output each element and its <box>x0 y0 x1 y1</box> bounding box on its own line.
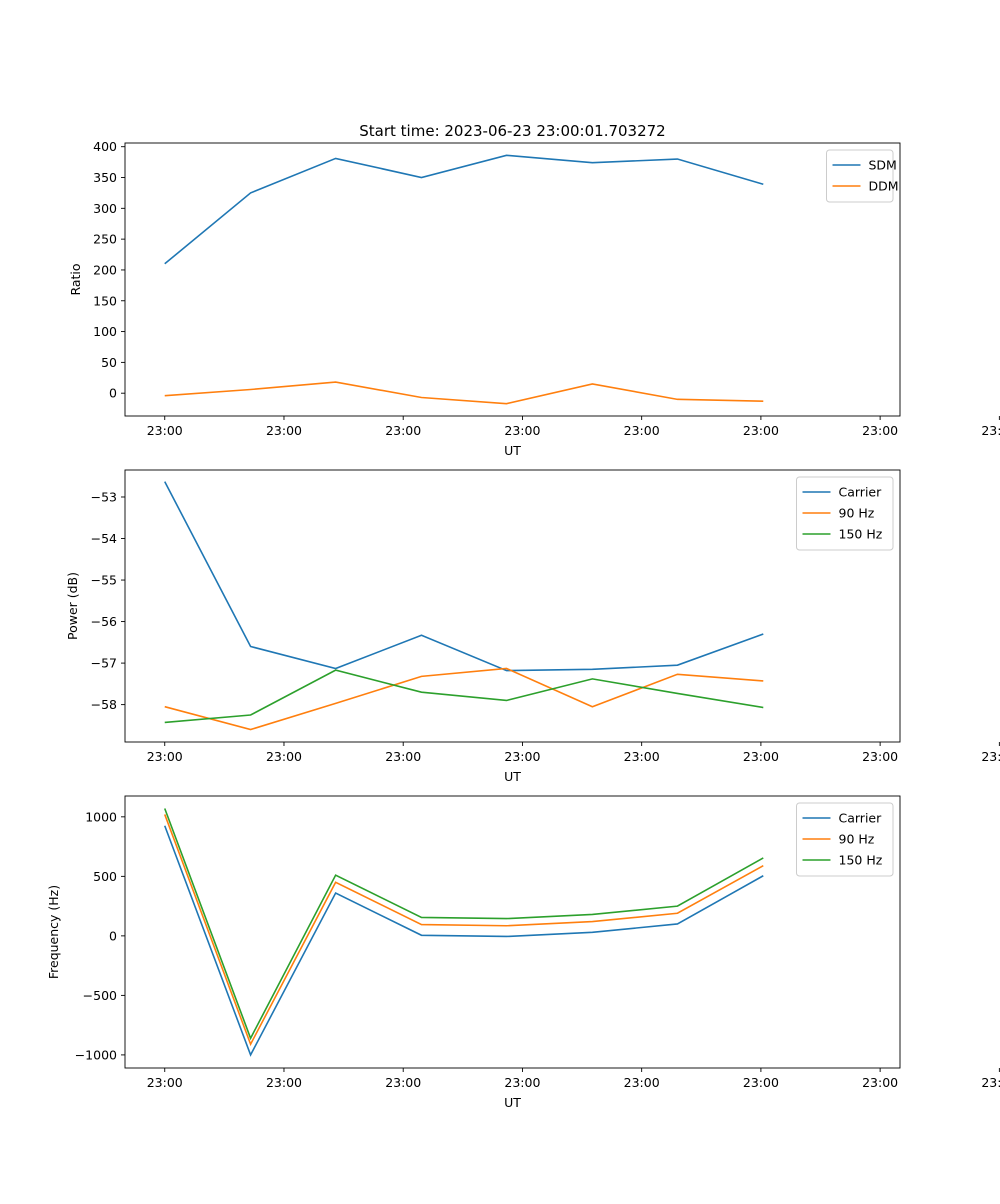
series-line-ddm <box>164 381 764 405</box>
subplot-3: 23:00 23:00 23:00 23:00 23:00 23:00 23:00 23:01… <box>46 795 1000 1110</box>
legend: Carrier 90 Hz 150 Hz <box>796 476 894 551</box>
x-tick-label: 23:00 <box>385 1075 421 1090</box>
legend-label: Carrier <box>839 485 883 500</box>
x-tick-label: 23:00 <box>266 423 302 438</box>
legend-label: 90 Hz <box>839 832 875 847</box>
x-tick-label: 23:00 <box>624 423 660 438</box>
x-axis-label: UT <box>504 443 521 458</box>
y-tick-label: −53 <box>91 489 117 504</box>
legend-frame <box>796 476 894 551</box>
figure-title: Start time: 2023-06-23 23:00:01.703272 <box>359 122 665 140</box>
legend-label: DDM <box>869 179 899 194</box>
x-tick-label: 23:00 <box>743 423 779 438</box>
y-axis-label: Ratio <box>68 263 83 295</box>
series-line-150-hz <box>164 669 764 724</box>
x-tick-label: 23:01 <box>981 749 1000 764</box>
x-tick-label: 23:00 <box>385 423 421 438</box>
y-tick-label: −55 <box>91 573 117 588</box>
y-tick-label: −58 <box>91 697 117 712</box>
series-line-90-hz <box>163 814 764 1047</box>
y-tick-label: −1000 <box>75 1047 117 1062</box>
y-tick-label: 200 <box>93 262 117 277</box>
x-tick-label: 23:00 <box>862 1075 898 1090</box>
y-tick-label: 1000 <box>85 809 117 824</box>
x-tick-label: 23:00 <box>504 423 540 438</box>
x-tick-label: 23:00 <box>147 1075 183 1090</box>
x-tick-label: 23:00 <box>862 749 898 764</box>
y-tick-label: −57 <box>91 656 117 671</box>
x-tick-label: 23:00 <box>266 749 302 764</box>
y-tick-label: 0 <box>109 928 117 943</box>
y-tick-label: −500 <box>83 988 117 1003</box>
y-axis-label: Power (dB) <box>65 572 80 640</box>
x-tick-label: 23:01 <box>981 423 1000 438</box>
legend: Carrier 90 Hz 150 Hz <box>796 802 894 877</box>
series-line-90-hz <box>164 667 764 731</box>
y-tick-label: 500 <box>93 869 117 884</box>
legend-label: Carrier <box>839 811 883 826</box>
legend-label: 90 Hz <box>839 506 875 521</box>
y-tick-label: 100 <box>93 324 117 339</box>
x-tick-label: 23:00 <box>147 749 183 764</box>
y-tick-label: 150 <box>93 293 117 308</box>
x-tick-label: 23:00 <box>504 1075 540 1090</box>
axes-frame <box>124 142 901 417</box>
x-tick-label: 23:00 <box>504 749 540 764</box>
y-tick-label: 400 <box>93 139 117 154</box>
subplot-1: 23:00 23:00 23:00 23:00 23:00 23:00 23:00 23:01… <box>68 139 1000 458</box>
legend-label: SDM <box>869 158 897 173</box>
x-axis-label: UT <box>504 1095 521 1110</box>
legend-label: 150 Hz <box>839 853 883 868</box>
axes-frame <box>124 795 901 1069</box>
y-tick-label: 300 <box>93 201 117 216</box>
y-tick-label: 50 <box>101 355 117 370</box>
axes-frame <box>124 469 901 743</box>
series-line-150-hz <box>163 808 764 1041</box>
x-tick-label: 23:00 <box>862 423 898 438</box>
legend-frame <box>826 149 894 203</box>
x-tick-label: 23:00 <box>624 1075 660 1090</box>
x-tick-label: 23:00 <box>266 1075 302 1090</box>
y-tick-label: −56 <box>91 614 117 629</box>
y-axis-label: Frequency (Hz) <box>46 885 61 979</box>
y-tick-label: 0 <box>109 386 117 401</box>
x-axis-label: UT <box>504 769 521 784</box>
x-tick-label: 23:00 <box>624 749 660 764</box>
series-line-carrier <box>164 481 764 672</box>
y-tick-label: −54 <box>91 531 117 546</box>
y-tick-label: 350 <box>93 170 117 185</box>
x-tick-label: 23:00 <box>385 749 421 764</box>
legend: SDM DDM <box>826 149 899 203</box>
series-line-carrier <box>163 825 764 1057</box>
x-tick-label: 23:00 <box>147 423 183 438</box>
series-line-sdm <box>164 154 764 265</box>
legend-label: 150 Hz <box>839 527 883 542</box>
x-tick-label: 23:00 <box>743 749 779 764</box>
legend-frame <box>796 802 894 877</box>
x-tick-label: 23:01 <box>981 1075 1000 1090</box>
x-tick-label: 23:00 <box>743 1075 779 1090</box>
y-tick-label: 250 <box>93 232 117 247</box>
subplot-2: 23:00 23:00 23:00 23:00 23:00 23:00 23:00 23:01… <box>65 469 1000 784</box>
